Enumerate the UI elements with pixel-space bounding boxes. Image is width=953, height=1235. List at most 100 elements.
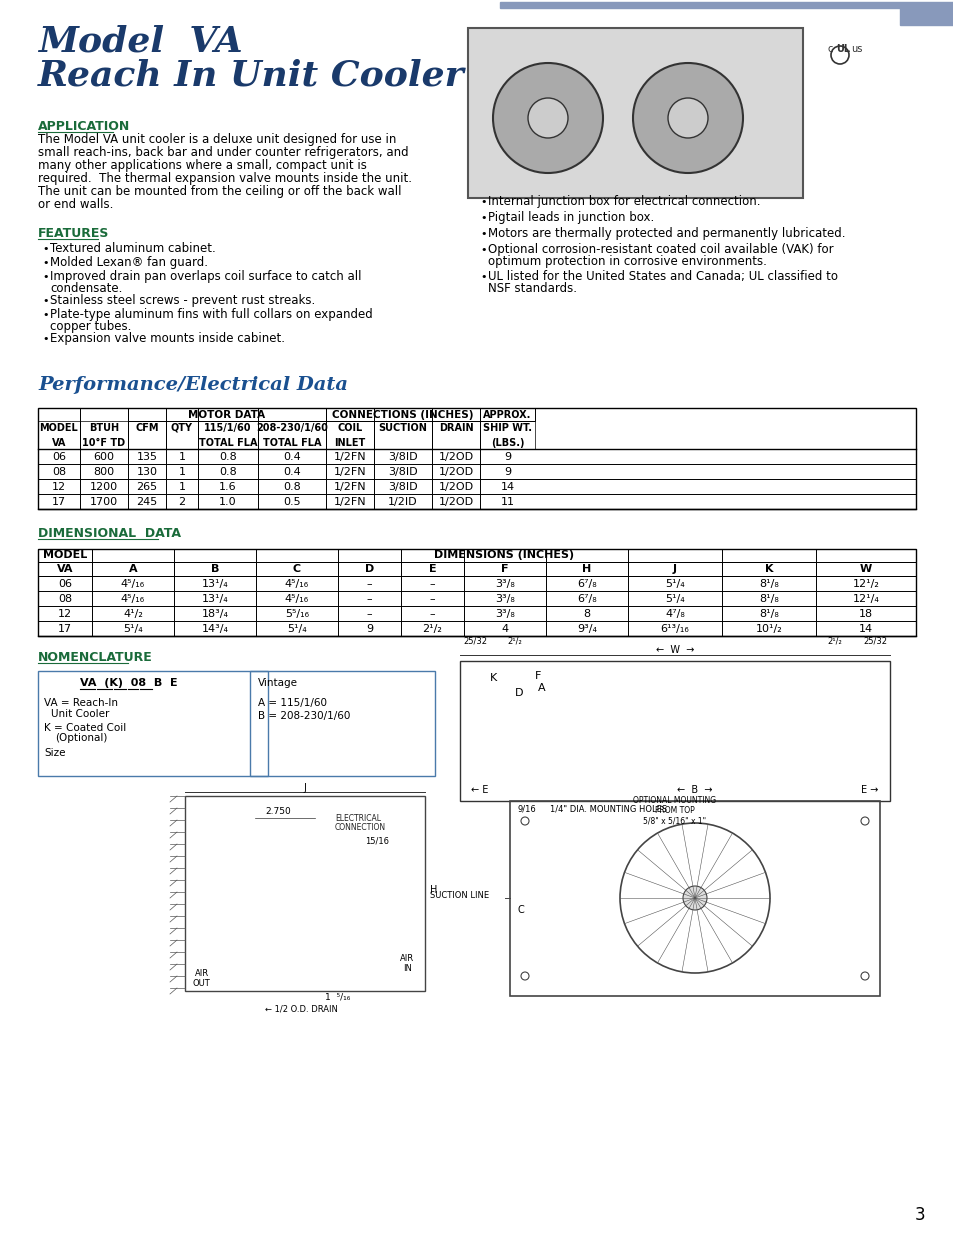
Text: 0.4: 0.4 xyxy=(283,452,300,462)
Text: CONNECTIONS (INCHES): CONNECTIONS (INCHES) xyxy=(332,410,474,420)
Text: 8: 8 xyxy=(583,609,590,619)
Text: –: – xyxy=(429,609,435,619)
Text: 4⁵/₁₆: 4⁵/₁₆ xyxy=(285,579,309,589)
Text: Stainless steel screws - prevent rust streaks.: Stainless steel screws - prevent rust st… xyxy=(50,294,314,308)
Text: Reach In Unit Cooler: Reach In Unit Cooler xyxy=(38,58,464,91)
Text: 3/8ID: 3/8ID xyxy=(388,452,417,462)
Text: 3: 3 xyxy=(914,1207,924,1224)
Text: 600: 600 xyxy=(93,452,114,462)
Circle shape xyxy=(527,98,567,138)
Bar xyxy=(38,408,915,509)
Text: MOTOR DATA: MOTOR DATA xyxy=(189,410,265,420)
Text: 1/2OD: 1/2OD xyxy=(438,482,473,492)
Text: MODEL: MODEL xyxy=(40,424,78,433)
Text: •: • xyxy=(479,228,486,240)
Text: us: us xyxy=(850,44,862,54)
Bar xyxy=(326,421,374,450)
Text: Improved drain pan overlaps coil surface to catch all: Improved drain pan overlaps coil surface… xyxy=(50,270,361,283)
Text: (Optional): (Optional) xyxy=(55,734,108,743)
Text: –: – xyxy=(429,579,435,589)
Text: •: • xyxy=(42,272,49,282)
Text: 1: 1 xyxy=(178,467,185,477)
Text: 1/2FN: 1/2FN xyxy=(334,482,366,492)
Text: •: • xyxy=(42,333,49,345)
Bar xyxy=(400,562,463,576)
Text: BTUH: BTUH xyxy=(89,424,119,433)
Text: ELECTRICAL: ELECTRICAL xyxy=(335,814,380,823)
Text: 1: 1 xyxy=(178,482,185,492)
Text: 12: 12 xyxy=(58,609,72,619)
Text: Expansion valve mounts inside cabinet.: Expansion valve mounts inside cabinet. xyxy=(50,332,285,345)
Text: 11: 11 xyxy=(500,496,514,508)
Text: 1.0: 1.0 xyxy=(219,496,236,508)
Bar xyxy=(38,562,91,576)
Text: The unit can be mounted from the ceiling or off the back wall: The unit can be mounted from the ceiling… xyxy=(38,185,401,198)
Text: F: F xyxy=(535,671,540,680)
Circle shape xyxy=(682,885,706,910)
Text: E →: E → xyxy=(861,785,878,795)
Text: •: • xyxy=(479,212,486,224)
Text: FEATURES: FEATURES xyxy=(38,227,110,240)
Text: AIR: AIR xyxy=(399,953,414,963)
Text: QTY: QTY xyxy=(171,424,193,433)
Bar xyxy=(91,550,915,562)
Text: 208-230/1/60: 208-230/1/60 xyxy=(255,424,328,433)
Text: 1: 1 xyxy=(178,452,185,462)
Text: 3³/₈: 3³/₈ xyxy=(495,594,515,604)
Text: 3³/₈: 3³/₈ xyxy=(495,579,515,589)
Text: –: – xyxy=(366,579,372,589)
Text: 06: 06 xyxy=(52,452,66,462)
Bar xyxy=(91,562,173,576)
Text: F: F xyxy=(500,564,508,574)
Text: Molded Lexan® fan guard.: Molded Lexan® fan guard. xyxy=(50,256,208,269)
Text: 5¹/₄: 5¹/₄ xyxy=(664,594,684,604)
Text: UL: UL xyxy=(835,44,849,54)
Text: condensate.: condensate. xyxy=(50,282,122,295)
Text: INLET: INLET xyxy=(334,438,365,448)
Bar xyxy=(374,421,432,450)
Text: E: E xyxy=(428,564,436,574)
Text: c: c xyxy=(827,44,833,54)
Text: 245: 245 xyxy=(136,496,157,508)
Text: (LBS.): (LBS.) xyxy=(490,438,524,448)
Bar xyxy=(479,421,535,450)
Text: Performance/Electrical Data: Performance/Electrical Data xyxy=(38,375,348,394)
Text: •: • xyxy=(42,310,49,320)
Text: 1/2OD: 1/2OD xyxy=(438,452,473,462)
Text: or end walls.: or end walls. xyxy=(38,198,113,211)
Text: 2¹/₂: 2¹/₂ xyxy=(422,624,442,634)
Text: J: J xyxy=(303,783,306,793)
Text: OUT: OUT xyxy=(193,979,211,988)
Bar xyxy=(38,550,915,636)
Text: 2¹/₂: 2¹/₂ xyxy=(507,636,522,645)
Text: 9/16: 9/16 xyxy=(517,804,537,813)
Text: 1/2ID: 1/2ID xyxy=(388,496,417,508)
Text: 1/2OD: 1/2OD xyxy=(438,467,473,477)
Bar xyxy=(337,562,400,576)
Text: 5¹/₄: 5¹/₄ xyxy=(123,624,143,634)
Text: 4⁵/₁₆: 4⁵/₁₆ xyxy=(285,594,309,604)
Text: K = Coated Coil: K = Coated Coil xyxy=(44,722,126,734)
Text: 4⁷/₈: 4⁷/₈ xyxy=(664,609,684,619)
Text: OPTIONAL MOUNTING
FROM TOP
5/8" x 5/16" x 1": OPTIONAL MOUNTING FROM TOP 5/8" x 5/16" … xyxy=(633,797,716,826)
Text: VA  (K)  08  B  E: VA (K) 08 B E xyxy=(80,678,177,688)
Text: 800: 800 xyxy=(93,467,114,477)
Text: Vintage: Vintage xyxy=(257,678,297,688)
Text: Motors are thermally protected and permanently lubricated.: Motors are thermally protected and perma… xyxy=(488,227,844,240)
Text: 130: 130 xyxy=(136,467,157,477)
Text: ←  W  →: ← W → xyxy=(655,645,694,655)
Text: SHIP WT.: SHIP WT. xyxy=(482,424,532,433)
Text: 5⁵/₁₆: 5⁵/₁₆ xyxy=(285,609,309,619)
Text: ←  B  →: ← B → xyxy=(677,785,712,795)
Text: Model  VA: Model VA xyxy=(38,25,242,59)
Text: small reach-ins, back bar and under counter refrigerators, and: small reach-ins, back bar and under coun… xyxy=(38,146,408,159)
Text: 1  ⁵/₁₆: 1 ⁵/₁₆ xyxy=(325,992,350,1002)
Text: 9: 9 xyxy=(503,467,511,477)
Text: –: – xyxy=(429,594,435,604)
Bar xyxy=(499,2,953,7)
Text: 3/8ID: 3/8ID xyxy=(388,482,417,492)
Text: K: K xyxy=(490,673,497,683)
Text: 3/8ID: 3/8ID xyxy=(388,467,417,477)
Bar xyxy=(468,28,802,198)
Bar xyxy=(38,550,91,562)
